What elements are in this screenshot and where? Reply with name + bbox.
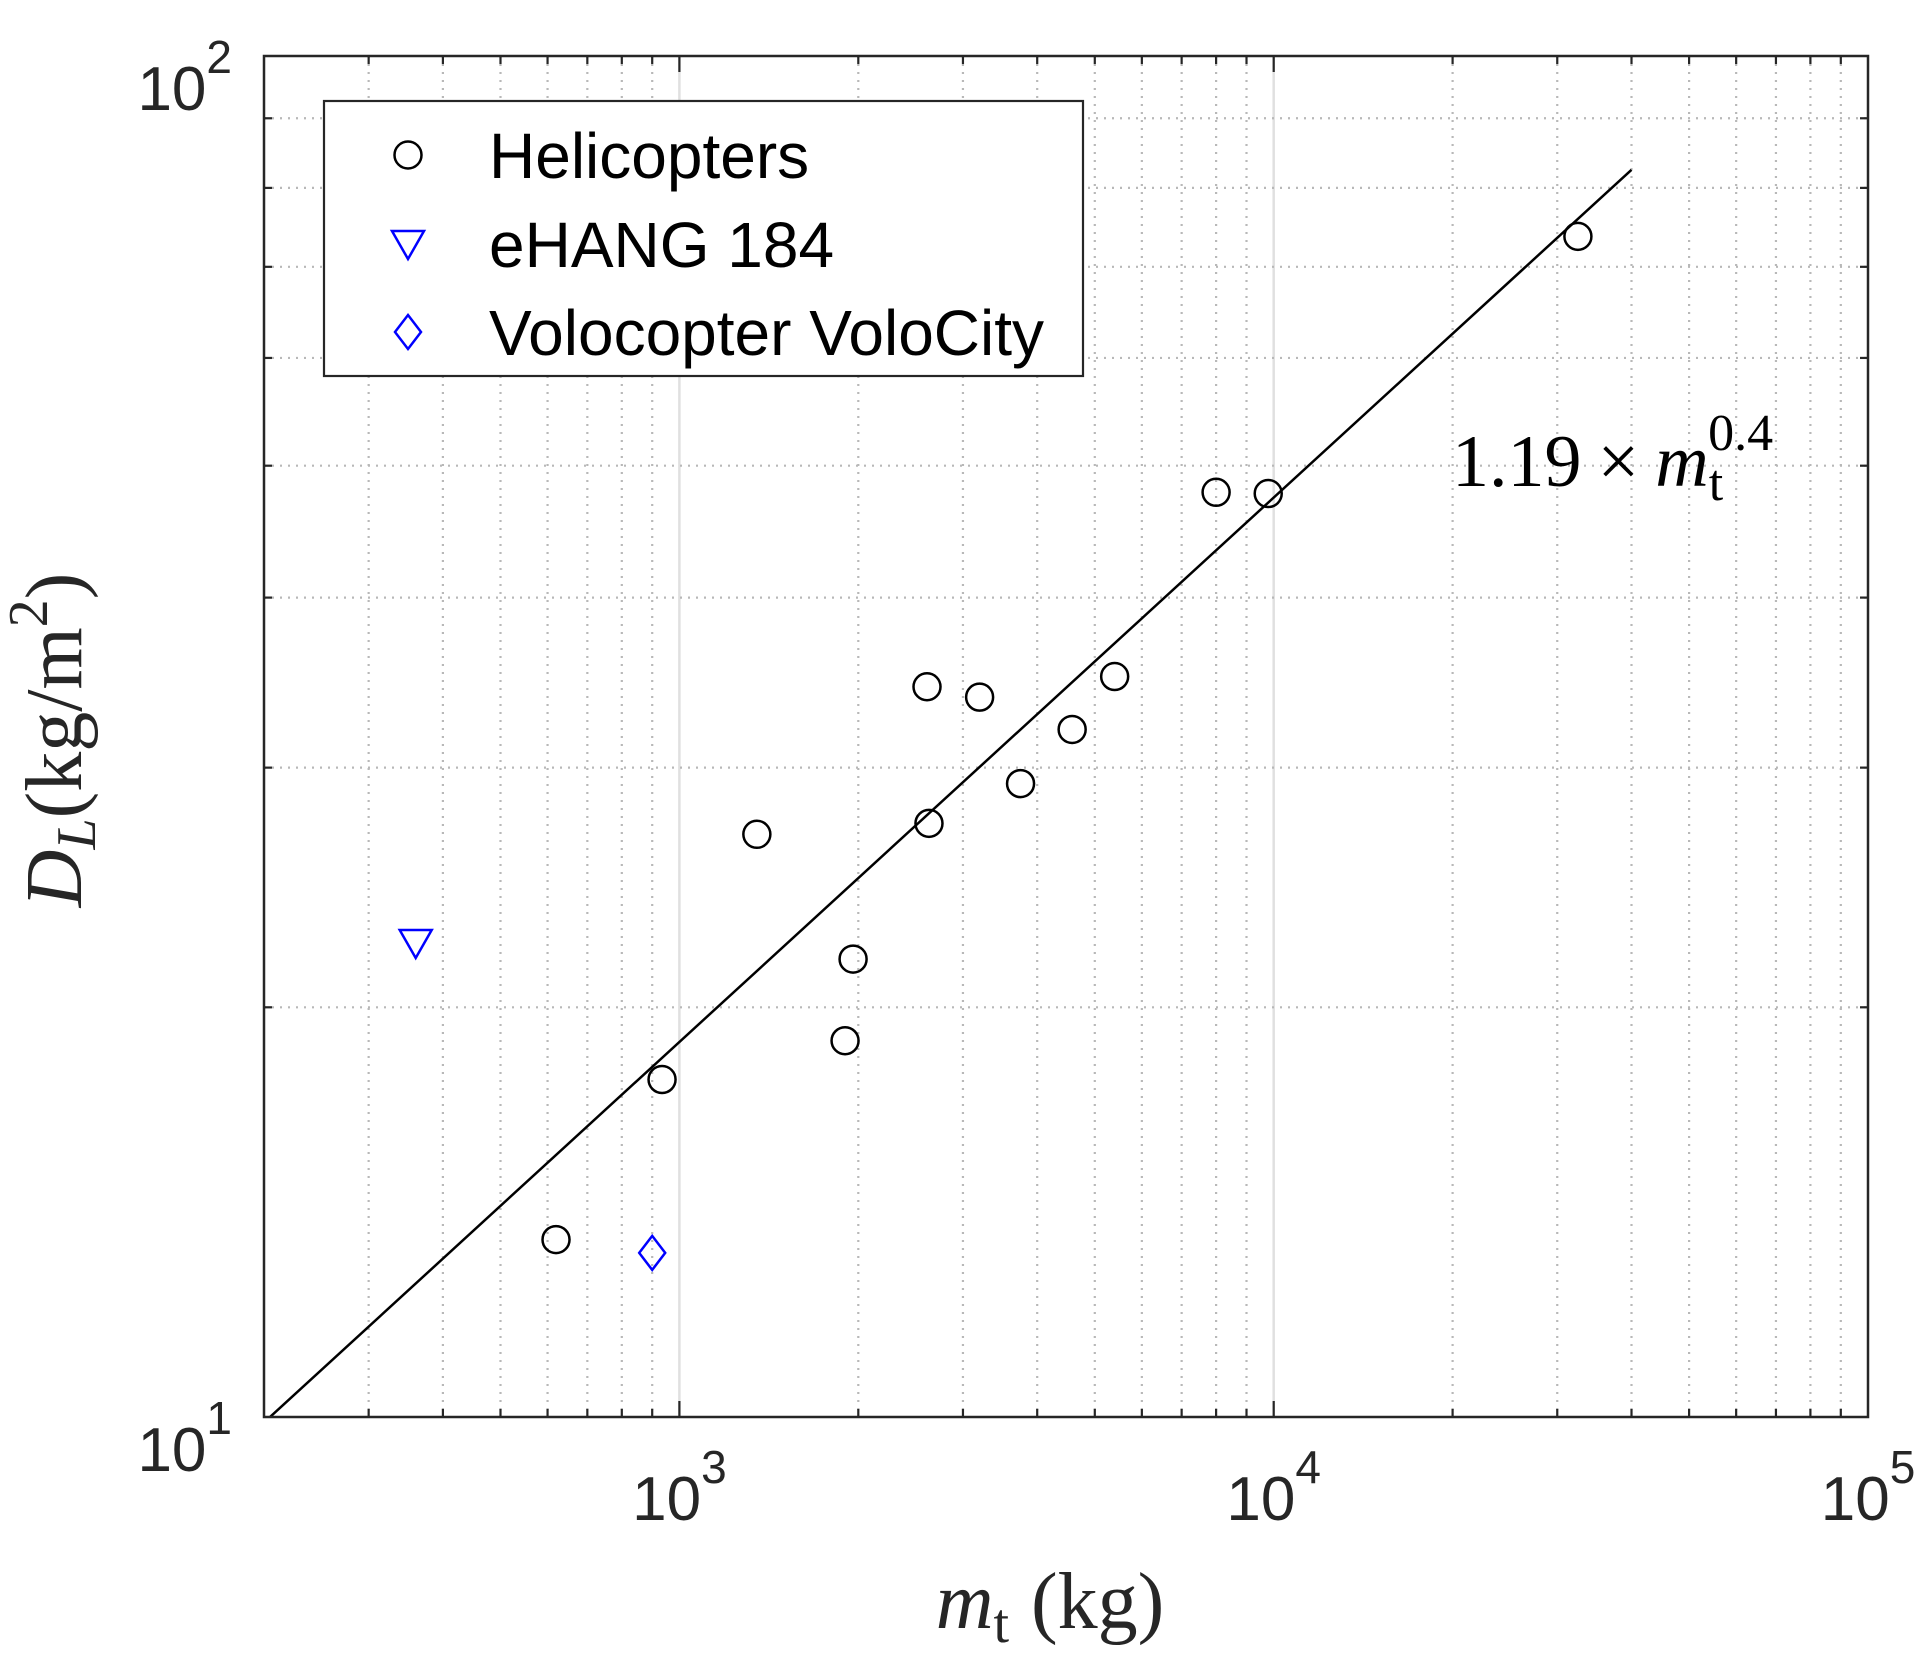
- fit-line-layer: [268, 168, 1633, 1417]
- helicopters-point: [647, 1064, 677, 1095]
- legend-label-helicopters: Helicopters: [489, 120, 809, 192]
- helicopters-point: [1099, 661, 1130, 692]
- x-tick-labels: 103 104 105: [632, 1441, 1915, 1534]
- x-tick-label-exponent: 4: [1295, 1441, 1321, 1493]
- legend-box: [322, 99, 1085, 378]
- helicopters-point: [1005, 768, 1036, 799]
- x-tick-label-base: 10: [1226, 1465, 1295, 1534]
- x-axis-label: mt (kg): [936, 1558, 1165, 1655]
- helicopters-point: [964, 682, 995, 712]
- legend-marker-volocopter-volocity: [393, 312, 423, 352]
- y-axis-unit-close: ): [11, 573, 99, 600]
- legend: Helicopters eHANG 184 Volocopter VoloCit…: [322, 99, 1085, 378]
- y-axis-unit-open: (kg/m: [11, 627, 99, 818]
- helicopters-point: [1057, 714, 1087, 745]
- volocopter-volocity-point: [637, 1233, 667, 1272]
- data-markers: [397, 221, 1593, 1272]
- y-tick-label-exponent: 2: [206, 31, 232, 83]
- x-tick-label: 104: [1226, 1441, 1321, 1534]
- helicopters-point: [1563, 221, 1593, 252]
- helicopters-point: [912, 671, 942, 702]
- helicopters-point: [541, 1224, 571, 1255]
- x-axis-subscript: t: [993, 1593, 1009, 1655]
- x-tick-label: 105: [1821, 1441, 1916, 1534]
- fit-line-equation: 1.19 × mt0.4: [1452, 405, 1773, 512]
- helicopters-point: [1201, 477, 1231, 508]
- fit-operator: ×: [1598, 421, 1640, 503]
- fit-symbol: m: [1655, 421, 1708, 503]
- axes-box: [262, 54, 1870, 1419]
- x-tick-label-base: 10: [632, 1465, 701, 1534]
- helicopters-point: [742, 819, 772, 850]
- fit-superscript: 0.4: [1708, 405, 1773, 462]
- x-tick-label: 103: [632, 1441, 727, 1534]
- y-tick-label-base: 10: [137, 55, 206, 124]
- legend-label-volocopter-volocity: Volocopter VoloCity: [489, 297, 1044, 369]
- ehang-184-point: [397, 928, 434, 961]
- fit-coefficient: 1.19: [1452, 421, 1582, 503]
- helicopters-point: [838, 944, 868, 974]
- y-tick-label-base: 10: [137, 1416, 206, 1485]
- helicopters-point: [830, 1025, 860, 1056]
- x-tick-label-exponent: 3: [701, 1441, 727, 1493]
- fit-line: [268, 168, 1633, 1417]
- legend-label-ehang-184: eHANG 184: [489, 209, 834, 281]
- helicopters-point: [1253, 478, 1283, 509]
- y-tick-label: 102: [137, 31, 232, 124]
- y-tick-label-exponent: 1: [206, 1392, 232, 1444]
- y-axis-unit-superscript: 2: [0, 599, 60, 627]
- legend-marker-helicopters: [393, 140, 423, 170]
- grid: [264, 56, 1868, 1417]
- helicopters-point: [914, 808, 944, 839]
- x-axis-symbol: m: [936, 1558, 994, 1646]
- x-tick-label-exponent: 5: [1890, 1441, 1916, 1493]
- fit-subscript: t: [1709, 455, 1724, 512]
- legend-markers: [389, 140, 427, 352]
- x-tick-label-base: 10: [1821, 1465, 1890, 1534]
- legend-marker-ehang-184: [389, 229, 427, 262]
- y-axis-label: DL(kg/m2): [0, 573, 108, 909]
- y-tick-label: 101: [137, 1392, 232, 1485]
- axis-ticks: [264, 56, 1868, 1417]
- x-axis-unit: (kg): [1031, 1558, 1164, 1646]
- y-axis-symbol: D: [11, 850, 99, 909]
- y-axis-subscript: L: [46, 818, 108, 850]
